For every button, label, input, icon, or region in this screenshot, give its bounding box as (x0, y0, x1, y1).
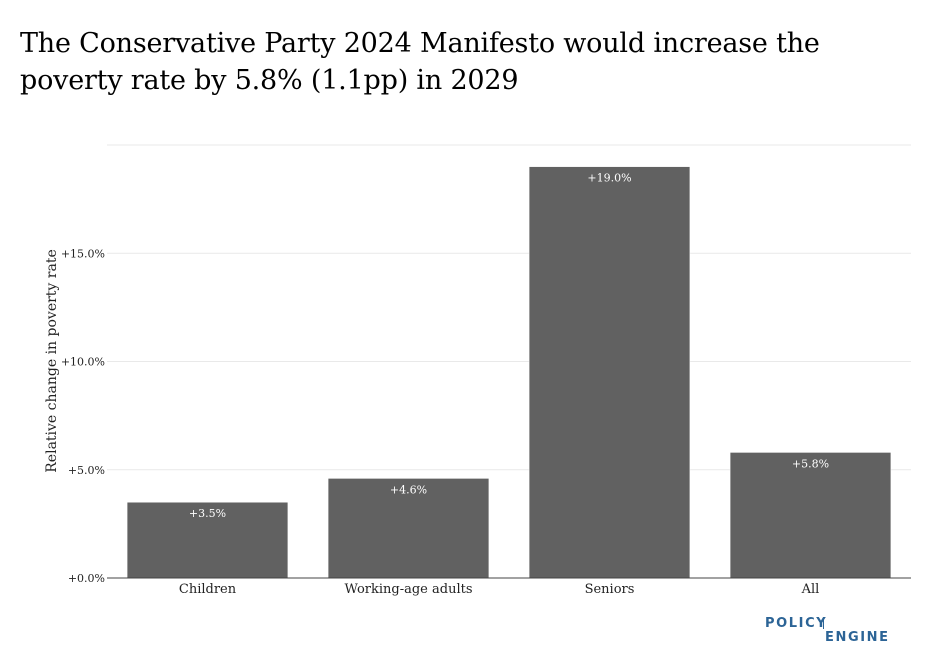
y-tick-label: +0.0% (68, 572, 105, 585)
x-axis-ticks: Children Working-age adults Seniors All (179, 582, 819, 597)
policyengine-logo: POLICY ENGINE (765, 617, 895, 647)
x-tick-label: Working-age adults (344, 582, 472, 597)
x-tick-label: Seniors (585, 582, 635, 597)
bar-children (126, 501, 289, 579)
y-axis-ticks: +0.0% +5.0% +10.0% +15.0% (61, 247, 105, 585)
y-tick-label: +5.0% (68, 464, 105, 477)
bar-data-label: +3.5% (189, 507, 226, 520)
logo-bracket (823, 619, 824, 629)
chart-title: The Conservative Party 2024 Manifesto wo… (20, 28, 820, 96)
bar-working-age-adults (327, 478, 490, 579)
bar-data-label: +4.6% (390, 483, 427, 496)
logo-engine-text: ENGINE (825, 630, 890, 645)
bar-all (729, 452, 892, 579)
logo-policy-text: POLICY (765, 616, 828, 631)
bars: +3.5% +4.6% +19.0% +5.8% (126, 166, 892, 579)
x-tick-label: Children (179, 582, 237, 597)
x-tick-label: All (801, 582, 820, 597)
bar-seniors (528, 166, 691, 579)
bar-data-label: +19.0% (587, 172, 631, 185)
gridlines (107, 144, 911, 471)
y-tick-label: +15.0% (61, 247, 105, 260)
bar-data-label: +5.8% (792, 457, 829, 470)
y-axis-title: Relative change in poverty rate (44, 249, 60, 472)
y-tick-label: +10.0% (61, 356, 105, 369)
